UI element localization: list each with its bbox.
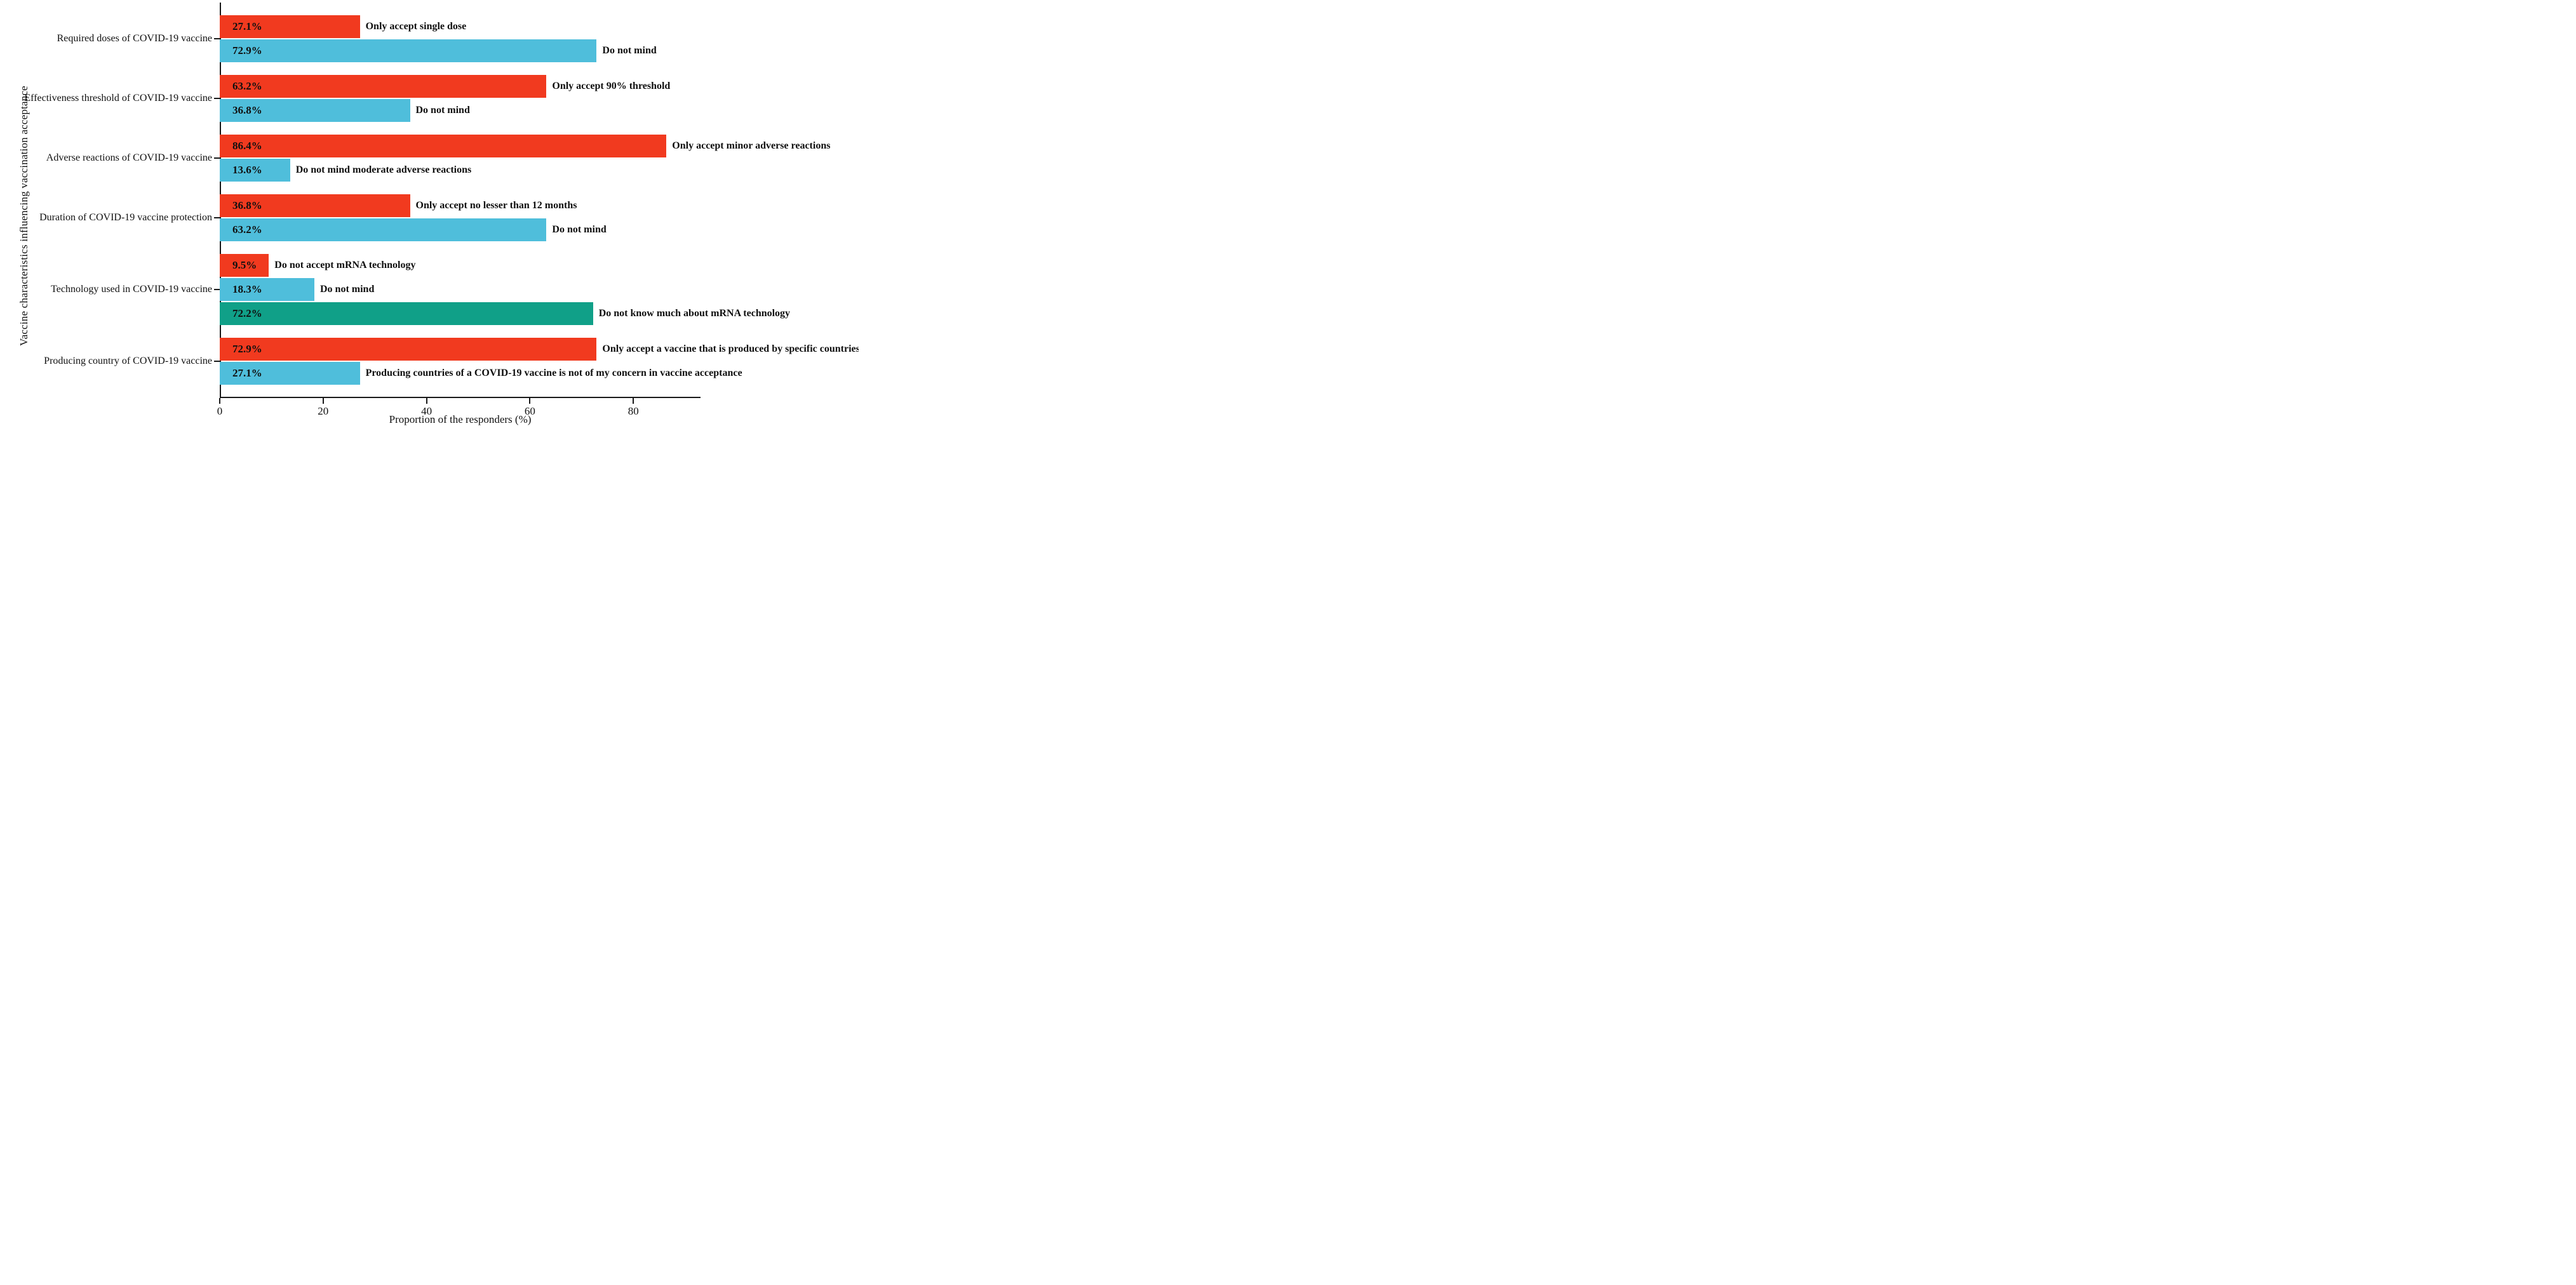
category-label: Duration of COVID-19 vaccine protection [39, 211, 212, 223]
category-label: Required doses of COVID-19 vaccine [57, 32, 212, 44]
x-axis-title: Proportion of the responders (%) [389, 413, 532, 425]
bar-annotation: Producing countries of a COVID-19 vaccin… [365, 368, 742, 378]
category-label: Producing country of COVID-19 vaccine [44, 355, 212, 366]
bar-value-label: 72.9% [232, 343, 262, 355]
bar-row: 13.6% Do not mind moderate adverse reacti… [220, 159, 859, 182]
category-tick-mark [214, 98, 220, 99]
category-group: Technology used in COVID-19 vaccine 9.5% D… [0, 254, 859, 325]
bar-row: 36.8% Do not mind [220, 99, 859, 122]
category-tick-mark [214, 38, 220, 39]
tick-mark [322, 398, 324, 404]
bar-row: 72.2% Do not know much about mRNA technol… [220, 302, 859, 325]
bar-annotation: Only accept no lesser than 12 months [415, 200, 577, 211]
tick-label: 20 [318, 405, 329, 417]
bar: 63.2% [220, 218, 547, 241]
bar-row: 27.1% Only accept single dose [220, 15, 859, 38]
bar-annotation: Only accept minor adverse reactions [672, 140, 831, 151]
bar-chart-figure: Vaccine characteristics influencing vacc… [0, 0, 859, 429]
tick-label: 40 [421, 405, 433, 417]
category-group: Adverse reactions of COVID-19 vaccine 86.… [0, 135, 859, 182]
bar-row: 36.8% Only accept no lesser than 12 month… [220, 194, 859, 217]
bar: 72.9% [220, 39, 597, 62]
bar: 27.1% [220, 15, 360, 38]
bar: 36.8% [220, 194, 410, 217]
category-tick-mark [214, 361, 220, 362]
bar-row: 63.2% Only accept 90% threshold [220, 75, 859, 98]
category-tick-mark [214, 289, 220, 290]
x-axis-line [220, 397, 701, 398]
bar-row: 9.5% Do not accept mRNA technology [220, 254, 859, 277]
tick-label: 80 [627, 405, 639, 417]
bar-value-label: 18.3% [232, 283, 262, 295]
tick-mark [219, 398, 220, 404]
bar-annotation: Only accept single dose [365, 21, 467, 32]
category-tick-mark [214, 157, 220, 159]
category-label: Effectiveness threshold of COVID-19 vacc… [24, 92, 212, 103]
plot-area: Required doses of COVID-19 vaccine 27.1% O… [0, 15, 859, 385]
tick-label: 0 [217, 405, 223, 417]
category-group: Producing country of COVID-19 vaccine 72.… [0, 338, 859, 385]
bar-annotation: Do not accept mRNA technology [274, 260, 416, 270]
bar-row: 72.9% Do not mind [220, 39, 859, 62]
bar-value-label: 27.1% [232, 367, 262, 379]
bar-row: 18.3% Do not mind [220, 278, 859, 301]
bar-annotation: Do not mind [602, 45, 657, 56]
bar-value-label: 27.1% [232, 20, 262, 32]
bar: 9.5% [220, 254, 269, 277]
bar-row: 72.9% Only accept a vaccine that is produ… [220, 338, 859, 361]
category-tick-mark [214, 217, 220, 218]
bar-value-label: 9.5% [232, 259, 257, 271]
bar: 13.6% [220, 159, 290, 182]
bar: 86.4% [220, 135, 667, 157]
tick-label: 60 [524, 405, 535, 417]
bar-value-label: 63.2% [232, 223, 262, 236]
category-group: Required doses of COVID-19 vaccine 27.1% O… [0, 15, 859, 62]
bar-value-label: 63.2% [232, 80, 262, 92]
bar-value-label: 86.4% [232, 140, 262, 152]
tick-mark [633, 398, 634, 404]
tick-mark [426, 398, 427, 404]
bar-annotation: Only accept a vaccine that is produced b… [602, 343, 859, 354]
bar-value-label: 72.9% [232, 44, 262, 57]
category-group: Duration of COVID-19 vaccine protection 3… [0, 194, 859, 241]
bar: 36.8% [220, 99, 410, 122]
category-label: Technology used in COVID-19 vaccine [51, 283, 212, 295]
bar-value-label: 36.8% [232, 104, 262, 116]
bar: 18.3% [220, 278, 314, 301]
bar: 72.2% [220, 302, 593, 325]
bar-annotation: Do not know much about mRNA technology [598, 308, 791, 319]
category-group: Effectiveness threshold of COVID-19 vacc… [0, 75, 859, 122]
bar: 63.2% [220, 75, 547, 98]
bar-annotation: Do not mind [552, 224, 607, 235]
bar: 72.9% [220, 338, 597, 361]
bar-row: 63.2% Do not mind [220, 218, 859, 241]
bar-row: 27.1% Producing countries of a COVID-19 v… [220, 362, 859, 385]
bar-value-label: 36.8% [232, 199, 262, 211]
tick-mark [529, 398, 531, 404]
bar-annotation: Do not mind [415, 105, 470, 116]
category-label: Adverse reactions of COVID-19 vaccine [46, 152, 212, 163]
bar-value-label: 72.2% [232, 307, 262, 319]
bar-row: 86.4% Only accept minor adverse reactions [220, 135, 859, 157]
bar: 27.1% [220, 362, 360, 385]
bar-annotation: Only accept 90% threshold [552, 81, 671, 91]
bar-annotation: Do not mind moderate adverse reactions [295, 164, 472, 175]
bar-annotation: Do not mind [320, 284, 375, 295]
bar-value-label: 13.6% [232, 164, 262, 176]
